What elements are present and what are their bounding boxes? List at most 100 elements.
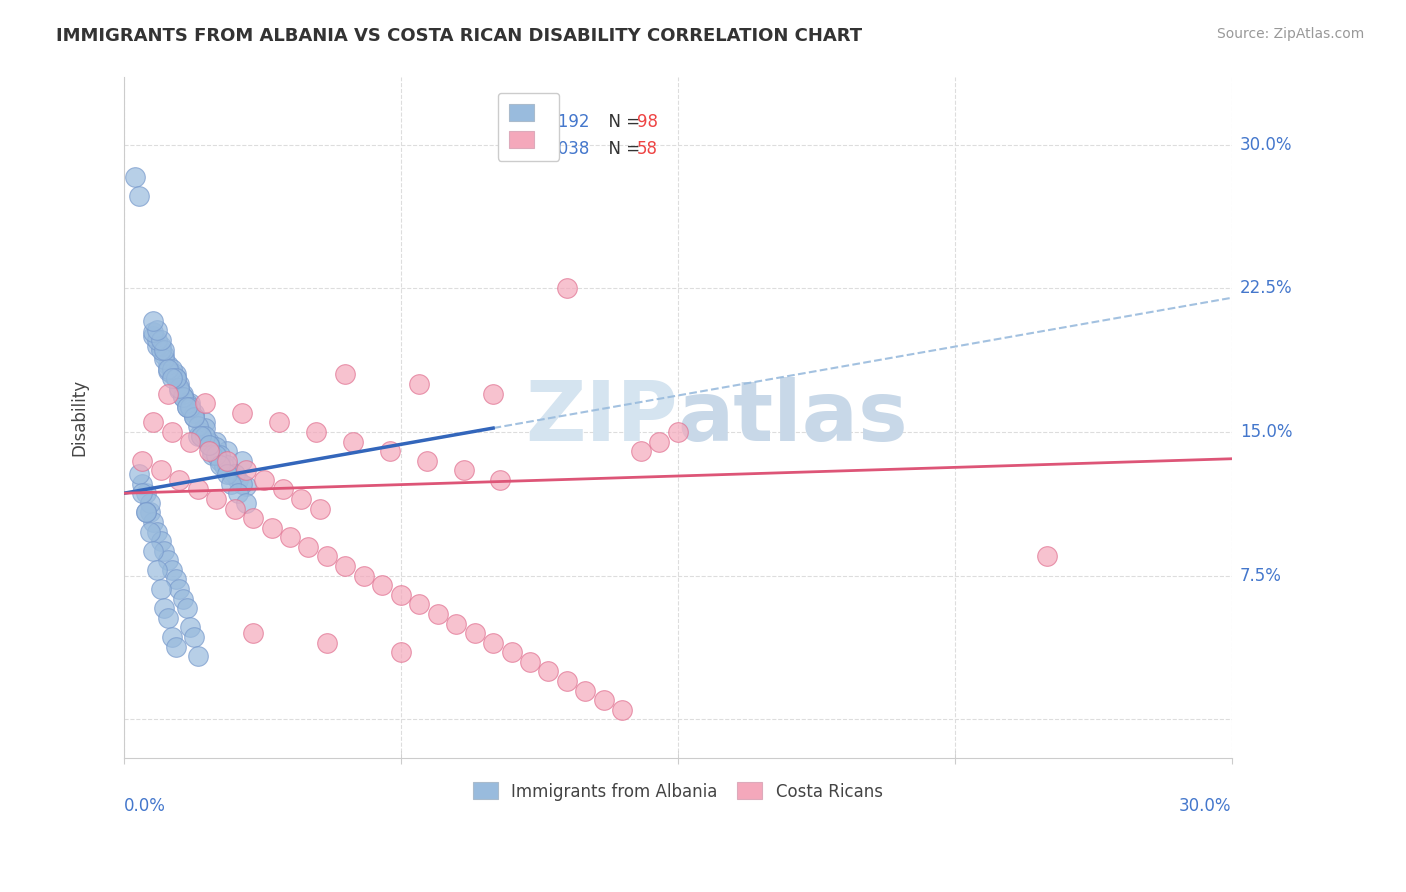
Point — [290, 491, 312, 506]
Point — [219, 476, 242, 491]
Point — [187, 483, 209, 497]
Point — [201, 444, 224, 458]
Point — [208, 458, 231, 472]
Point — [194, 429, 217, 443]
Point — [176, 400, 198, 414]
Point — [231, 406, 253, 420]
Point — [316, 549, 339, 564]
Text: Source: ZipAtlas.com: Source: ZipAtlas.com — [1216, 27, 1364, 41]
Point — [197, 438, 219, 452]
Point — [253, 473, 276, 487]
Point — [408, 598, 430, 612]
Point — [142, 515, 165, 529]
Point — [378, 444, 401, 458]
Point — [153, 543, 176, 558]
Text: N =: N = — [598, 140, 645, 158]
Point — [176, 601, 198, 615]
Point — [142, 326, 165, 340]
Point — [353, 568, 375, 582]
Point — [648, 434, 671, 449]
Text: 0.192: 0.192 — [543, 112, 591, 130]
Point — [592, 693, 614, 707]
Point — [194, 396, 217, 410]
Point — [160, 361, 183, 376]
Point — [153, 601, 176, 615]
Text: 15.0%: 15.0% — [1240, 423, 1292, 441]
Point — [242, 511, 264, 525]
Point — [149, 343, 172, 357]
Text: ZIP: ZIP — [526, 377, 678, 458]
Point — [489, 473, 512, 487]
Text: Disability: Disability — [70, 379, 89, 456]
Point — [316, 636, 339, 650]
Point — [135, 505, 157, 519]
Legend: Immigrants from Albania, Costa Ricans: Immigrants from Albania, Costa Ricans — [463, 772, 893, 811]
Point — [335, 559, 357, 574]
Point — [187, 429, 209, 443]
Point — [555, 281, 578, 295]
Point — [160, 368, 183, 382]
Point — [226, 486, 249, 500]
Point — [415, 453, 437, 467]
Point — [308, 501, 330, 516]
Point — [157, 611, 180, 625]
Point — [231, 453, 253, 467]
Point — [501, 645, 523, 659]
Point — [179, 434, 201, 449]
Point — [165, 371, 187, 385]
Point — [212, 459, 235, 474]
Point — [371, 578, 394, 592]
Point — [389, 645, 412, 659]
Point — [146, 524, 169, 539]
Text: 30.0%: 30.0% — [1180, 797, 1232, 814]
Point — [271, 483, 294, 497]
Point — [128, 189, 150, 203]
Point — [464, 626, 486, 640]
Text: 0.0%: 0.0% — [124, 797, 166, 814]
Point — [167, 377, 190, 392]
Point — [217, 467, 239, 481]
Text: N =: N = — [598, 112, 645, 130]
Text: 7.5%: 7.5% — [1240, 566, 1282, 584]
Point — [217, 453, 239, 467]
Point — [555, 673, 578, 688]
Point — [297, 540, 319, 554]
Point — [179, 396, 201, 410]
Point — [138, 524, 160, 539]
Point — [235, 478, 257, 492]
Point — [124, 170, 146, 185]
Text: R =: R = — [506, 140, 543, 158]
Point — [131, 476, 153, 491]
Point — [190, 429, 212, 443]
Point — [167, 381, 190, 395]
Point — [165, 371, 187, 385]
Point — [167, 473, 190, 487]
Point — [197, 434, 219, 449]
Text: 98: 98 — [637, 112, 658, 130]
Text: 58: 58 — [637, 140, 658, 158]
Point — [267, 415, 290, 429]
Point — [537, 665, 560, 679]
Point — [224, 467, 246, 481]
Point — [201, 448, 224, 462]
Point — [135, 505, 157, 519]
Point — [131, 453, 153, 467]
Point — [305, 425, 328, 439]
Point — [426, 607, 449, 621]
Point — [146, 333, 169, 347]
Point — [138, 496, 160, 510]
Text: 22.5%: 22.5% — [1240, 279, 1292, 297]
Point — [142, 415, 165, 429]
Point — [235, 463, 257, 477]
Point — [131, 486, 153, 500]
Point — [157, 361, 180, 376]
Point — [183, 409, 205, 424]
Text: 30.0%: 30.0% — [1240, 136, 1292, 153]
Point — [153, 348, 176, 362]
Point — [138, 505, 160, 519]
Point — [217, 458, 239, 472]
Point — [146, 563, 169, 577]
Point — [179, 620, 201, 634]
Point — [157, 386, 180, 401]
Point — [176, 400, 198, 414]
